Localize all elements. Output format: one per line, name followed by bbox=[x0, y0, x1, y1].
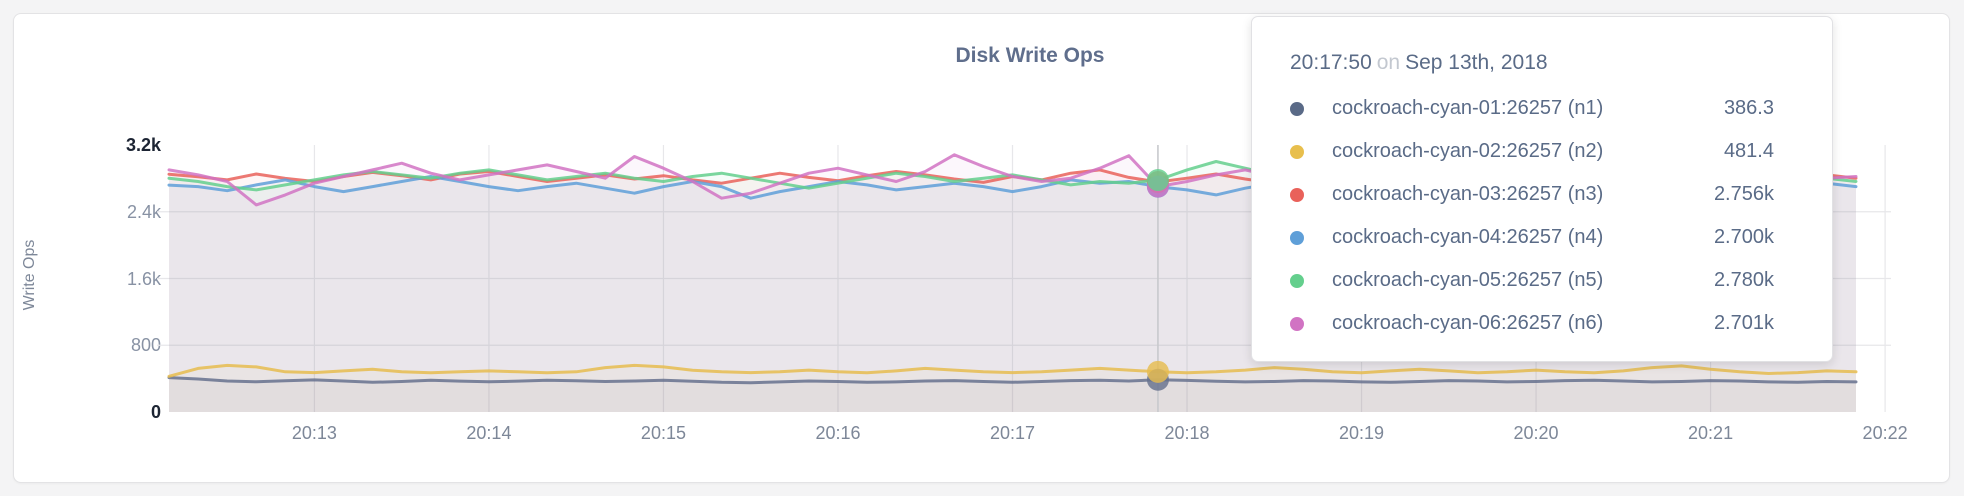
tooltip-series-name: cockroach-cyan-06:26257 (n6) bbox=[1332, 312, 1604, 334]
series-color-dot-icon bbox=[1290, 230, 1304, 245]
y-tick-label: 2.4k bbox=[126, 201, 161, 222]
x-tick-label: 20:19 bbox=[1339, 423, 1385, 443]
y-tick-label: 0 bbox=[150, 402, 161, 422]
tooltip-series-value: 2.701k bbox=[1713, 312, 1774, 334]
x-tick-label: 20:22 bbox=[1862, 423, 1908, 443]
tooltip-row: cockroach-cyan-01:26257 (n1) 386.3 bbox=[1290, 87, 1774, 130]
y-axis-ticks: 3.2k 2.4k 1.6k 800 0 bbox=[14, 14, 161, 482]
tooltip-on-word: on bbox=[1376, 51, 1401, 74]
tooltip-time: 20:17:50 bbox=[1290, 51, 1372, 74]
hover-tooltip: 20:17:50 on Sep 13th, 2018 cockroach-cyan-… bbox=[1251, 16, 1833, 362]
tooltip-rows: cockroach-cyan-01:26257 (n1) 386.3 cockroa… bbox=[1290, 87, 1774, 345]
series-color-dot-icon bbox=[1290, 144, 1304, 159]
x-tick-label: 20:16 bbox=[815, 423, 861, 443]
x-tick-label: 20:20 bbox=[1513, 423, 1559, 443]
tooltip-series-name: cockroach-cyan-03:26257 (n3) bbox=[1332, 183, 1604, 205]
x-tick-label: 20:17 bbox=[989, 423, 1036, 443]
chart-panel: Disk Write Ops Write Ops 3.2k 2.4k 1.6k 800… bbox=[13, 13, 1950, 483]
tooltip-row: cockroach-cyan-03:26257 (n3) 2.756k bbox=[1290, 173, 1774, 216]
series-color-dot-icon bbox=[1290, 187, 1304, 202]
tooltip-row: cockroach-cyan-02:26257 (n2) 481.4 bbox=[1290, 130, 1774, 173]
series-color-dot-icon bbox=[1290, 273, 1304, 288]
series-area bbox=[169, 365, 1856, 412]
hover-point-dot bbox=[1146, 169, 1169, 192]
series-color-dot-icon bbox=[1290, 101, 1304, 116]
x-tick-label: 20:15 bbox=[640, 423, 686, 443]
x-tick-label: 20:21 bbox=[1688, 423, 1734, 443]
tooltip-row: cockroach-cyan-05:26257 (n5) 2.780k bbox=[1290, 259, 1774, 302]
y-tick-label: 800 bbox=[130, 335, 161, 356]
series-area bbox=[169, 377, 1856, 412]
tooltip-series-value: 2.700k bbox=[1713, 226, 1774, 248]
tooltip-series-value: 481.4 bbox=[1723, 140, 1774, 162]
tooltip-row: cockroach-cyan-04:26257 (n4) 2.700k bbox=[1290, 216, 1774, 259]
series-line bbox=[167, 363, 1858, 378]
tooltip-date: Sep 13th, 2018 bbox=[1405, 51, 1548, 74]
y-tick-label: 1.6k bbox=[126, 268, 161, 289]
x-axis-ticks: 20:13 20:14 20:15 20:16 20:17 20:18 20:19 20:20… bbox=[14, 14, 1949, 482]
tooltip-series-name: cockroach-cyan-04:26257 (n4) bbox=[1332, 226, 1604, 248]
tooltip-series-name: cockroach-cyan-02:26257 (n2) bbox=[1332, 140, 1604, 162]
tooltip-header: 20:17:50 on Sep 13th, 2018 bbox=[1290, 51, 1774, 75]
hover-point-dot bbox=[1146, 360, 1169, 383]
series-color-dot-icon bbox=[1290, 316, 1304, 331]
tooltip-series-value: 2.780k bbox=[1713, 269, 1774, 291]
tooltip-series-value: 2.756k bbox=[1713, 183, 1774, 205]
tooltip-series-name: cockroach-cyan-05:26257 (n5) bbox=[1332, 269, 1604, 291]
chart-title: Disk Write Ops bbox=[955, 44, 1105, 67]
x-tick-label: 20:13 bbox=[291, 423, 337, 443]
x-tick-label: 20:18 bbox=[1164, 423, 1210, 443]
series-line bbox=[167, 376, 1858, 385]
tooltip-series-value: 386.3 bbox=[1723, 97, 1774, 119]
tooltip-series-name: cockroach-cyan-01:26257 (n1) bbox=[1332, 97, 1604, 119]
tooltip-row: cockroach-cyan-06:26257 (n6) 2.701k bbox=[1290, 302, 1774, 345]
x-tick-label: 20:14 bbox=[466, 423, 512, 443]
y-tick-label: 3.2k bbox=[125, 135, 161, 155]
